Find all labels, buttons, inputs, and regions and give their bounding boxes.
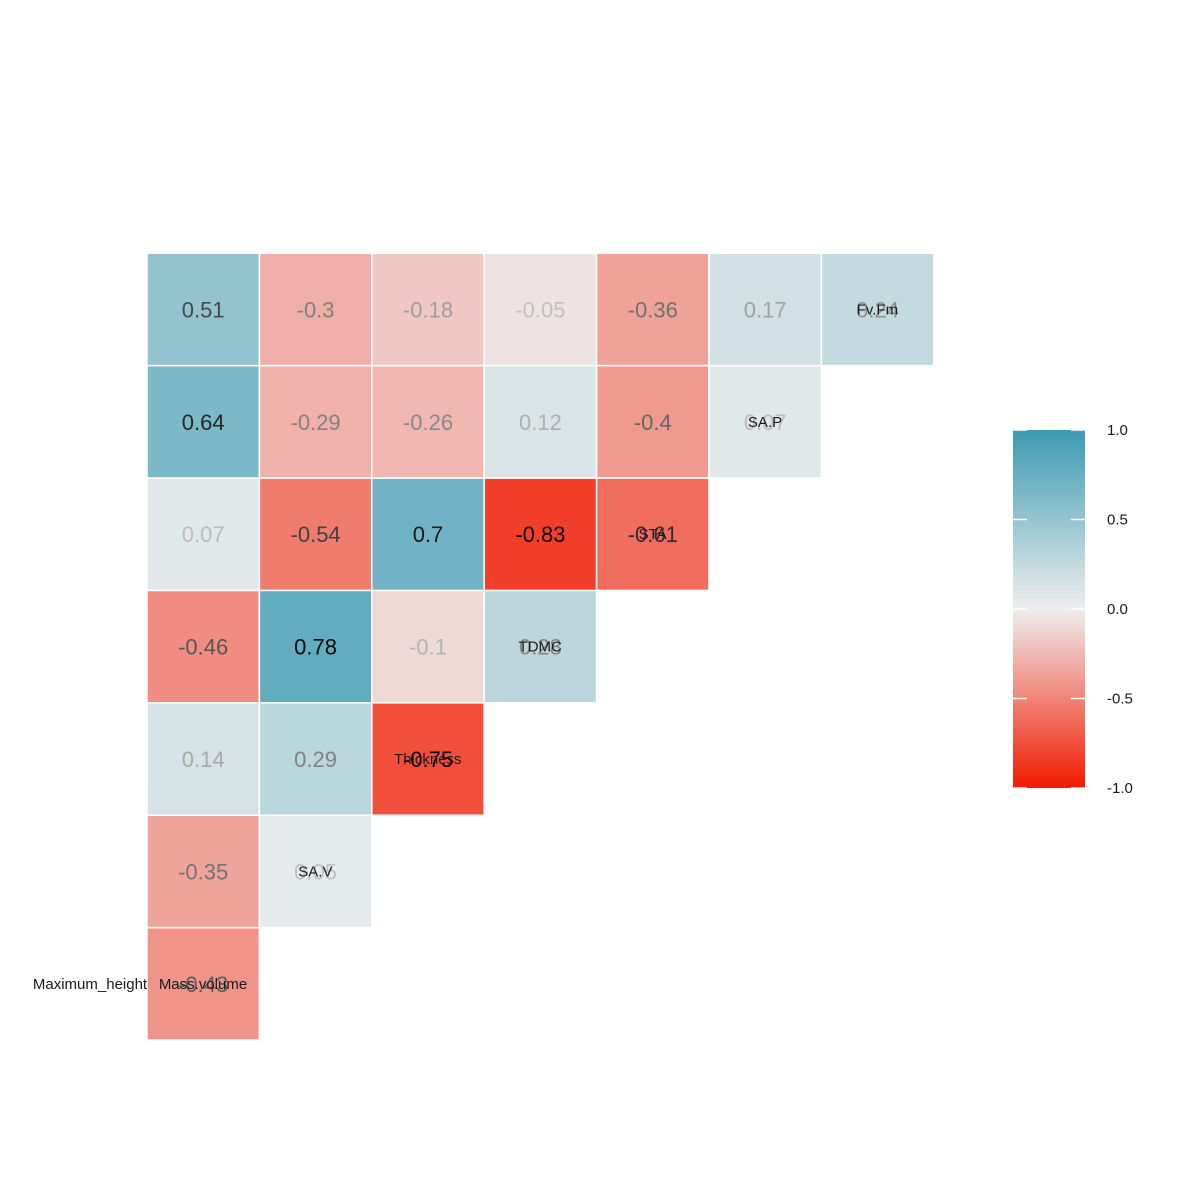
- heatmap-cell: [371, 364, 485, 479]
- variable-label: TDMC: [519, 639, 562, 656]
- heatmap-cells: [146, 252, 935, 1041]
- heatmap-cell: [371, 477, 485, 592]
- heatmap-cell: [820, 252, 935, 367]
- variable-label: Fv.Fm: [857, 301, 898, 318]
- heatmap-cell: [483, 252, 598, 367]
- cell-value-label: 0.78: [294, 635, 337, 660]
- cell-value-label: 0.14: [182, 747, 225, 772]
- cell-value-label: -0.75: [403, 747, 453, 772]
- color-legend: 1.0 0.5 0.0 -0.5 -1.0: [1013, 422, 1133, 797]
- cell-value-label: 0.07: [182, 522, 225, 547]
- heatmap-cell: [708, 364, 823, 479]
- variable-labels: Maximum_height Mass.volume SA.V Thickness TD…: [33, 301, 898, 992]
- variable-label: SA.V: [298, 863, 332, 880]
- cell-value-label: -0.3: [297, 297, 335, 322]
- cell-value-label: -0.18: [403, 297, 453, 322]
- legend-tick-label: 1.0: [1107, 422, 1128, 439]
- heatmap-cell: [146, 926, 261, 1041]
- heatmap-cell: [483, 589, 598, 704]
- heatmap-cell: [595, 477, 710, 592]
- variable-label: Mass.volume: [159, 976, 247, 993]
- cell-value-label: 0.05: [294, 859, 337, 884]
- variable-label: Thickness: [394, 751, 462, 768]
- heatmap-cell: [371, 702, 485, 816]
- heatmap-cell: [146, 589, 261, 704]
- cell-value-label: 0.07: [744, 410, 787, 435]
- cell-value-label: -0.05: [515, 297, 565, 322]
- cell-value-label: -0.26: [403, 410, 453, 435]
- cell-value-label: 0.64: [182, 410, 225, 435]
- cell-value-label: -0.61: [628, 522, 678, 547]
- heatmap-cell: [258, 364, 373, 479]
- cell-value-label: -0.1: [409, 635, 447, 660]
- heatmap-cell: [258, 477, 373, 592]
- legend-tick-label: 0.0: [1107, 601, 1128, 618]
- cell-value-label: 0.24: [856, 297, 899, 322]
- cell-value-label: -0.46: [178, 635, 228, 660]
- heatmap-cell: [146, 702, 261, 816]
- heatmap-cell-labels: -0.43 -0.35 0.05 0.14 0.29 -0.75 -0.46 0.78 -0.1…: [178, 297, 899, 996]
- cell-value-label: 0.28: [519, 635, 562, 660]
- heatmap-cell: [595, 364, 710, 479]
- heatmap-cell: [146, 814, 261, 929]
- legend-tick-label: -1.0: [1107, 780, 1133, 797]
- cell-value-label: -0.36: [628, 297, 678, 322]
- heatmap-cell: [258, 702, 373, 816]
- heatmap-cell: [371, 589, 485, 704]
- heatmap-cell: [146, 252, 261, 367]
- cell-value-label: 0.29: [294, 747, 337, 772]
- cell-value-label: -0.29: [291, 410, 341, 435]
- cell-value-label: -0.35: [178, 859, 228, 884]
- cell-value-label: -0.4: [634, 410, 672, 435]
- heatmap-cell: [258, 589, 373, 704]
- variable-label: STA: [639, 526, 667, 543]
- cell-value-label: 0.51: [182, 297, 225, 322]
- heatmap-cell: [708, 252, 823, 367]
- cell-value-label: -0.43: [178, 972, 228, 997]
- cell-value-label: -0.83: [515, 522, 565, 547]
- variable-label: Maximum_height: [33, 976, 148, 993]
- cell-value-label: 0.17: [744, 297, 787, 322]
- heatmap-cell: [258, 252, 373, 367]
- heatmap-cell: [146, 364, 261, 479]
- legend-tick-label: -0.5: [1107, 691, 1133, 708]
- variable-label: SA.P: [748, 414, 782, 431]
- cell-value-label: 0.7: [413, 522, 444, 547]
- heatmap-cell: [483, 364, 598, 479]
- cell-value-label: 0.12: [519, 410, 562, 435]
- legend-tick-label: 0.5: [1107, 512, 1128, 529]
- cell-value-label: -0.54: [291, 522, 341, 547]
